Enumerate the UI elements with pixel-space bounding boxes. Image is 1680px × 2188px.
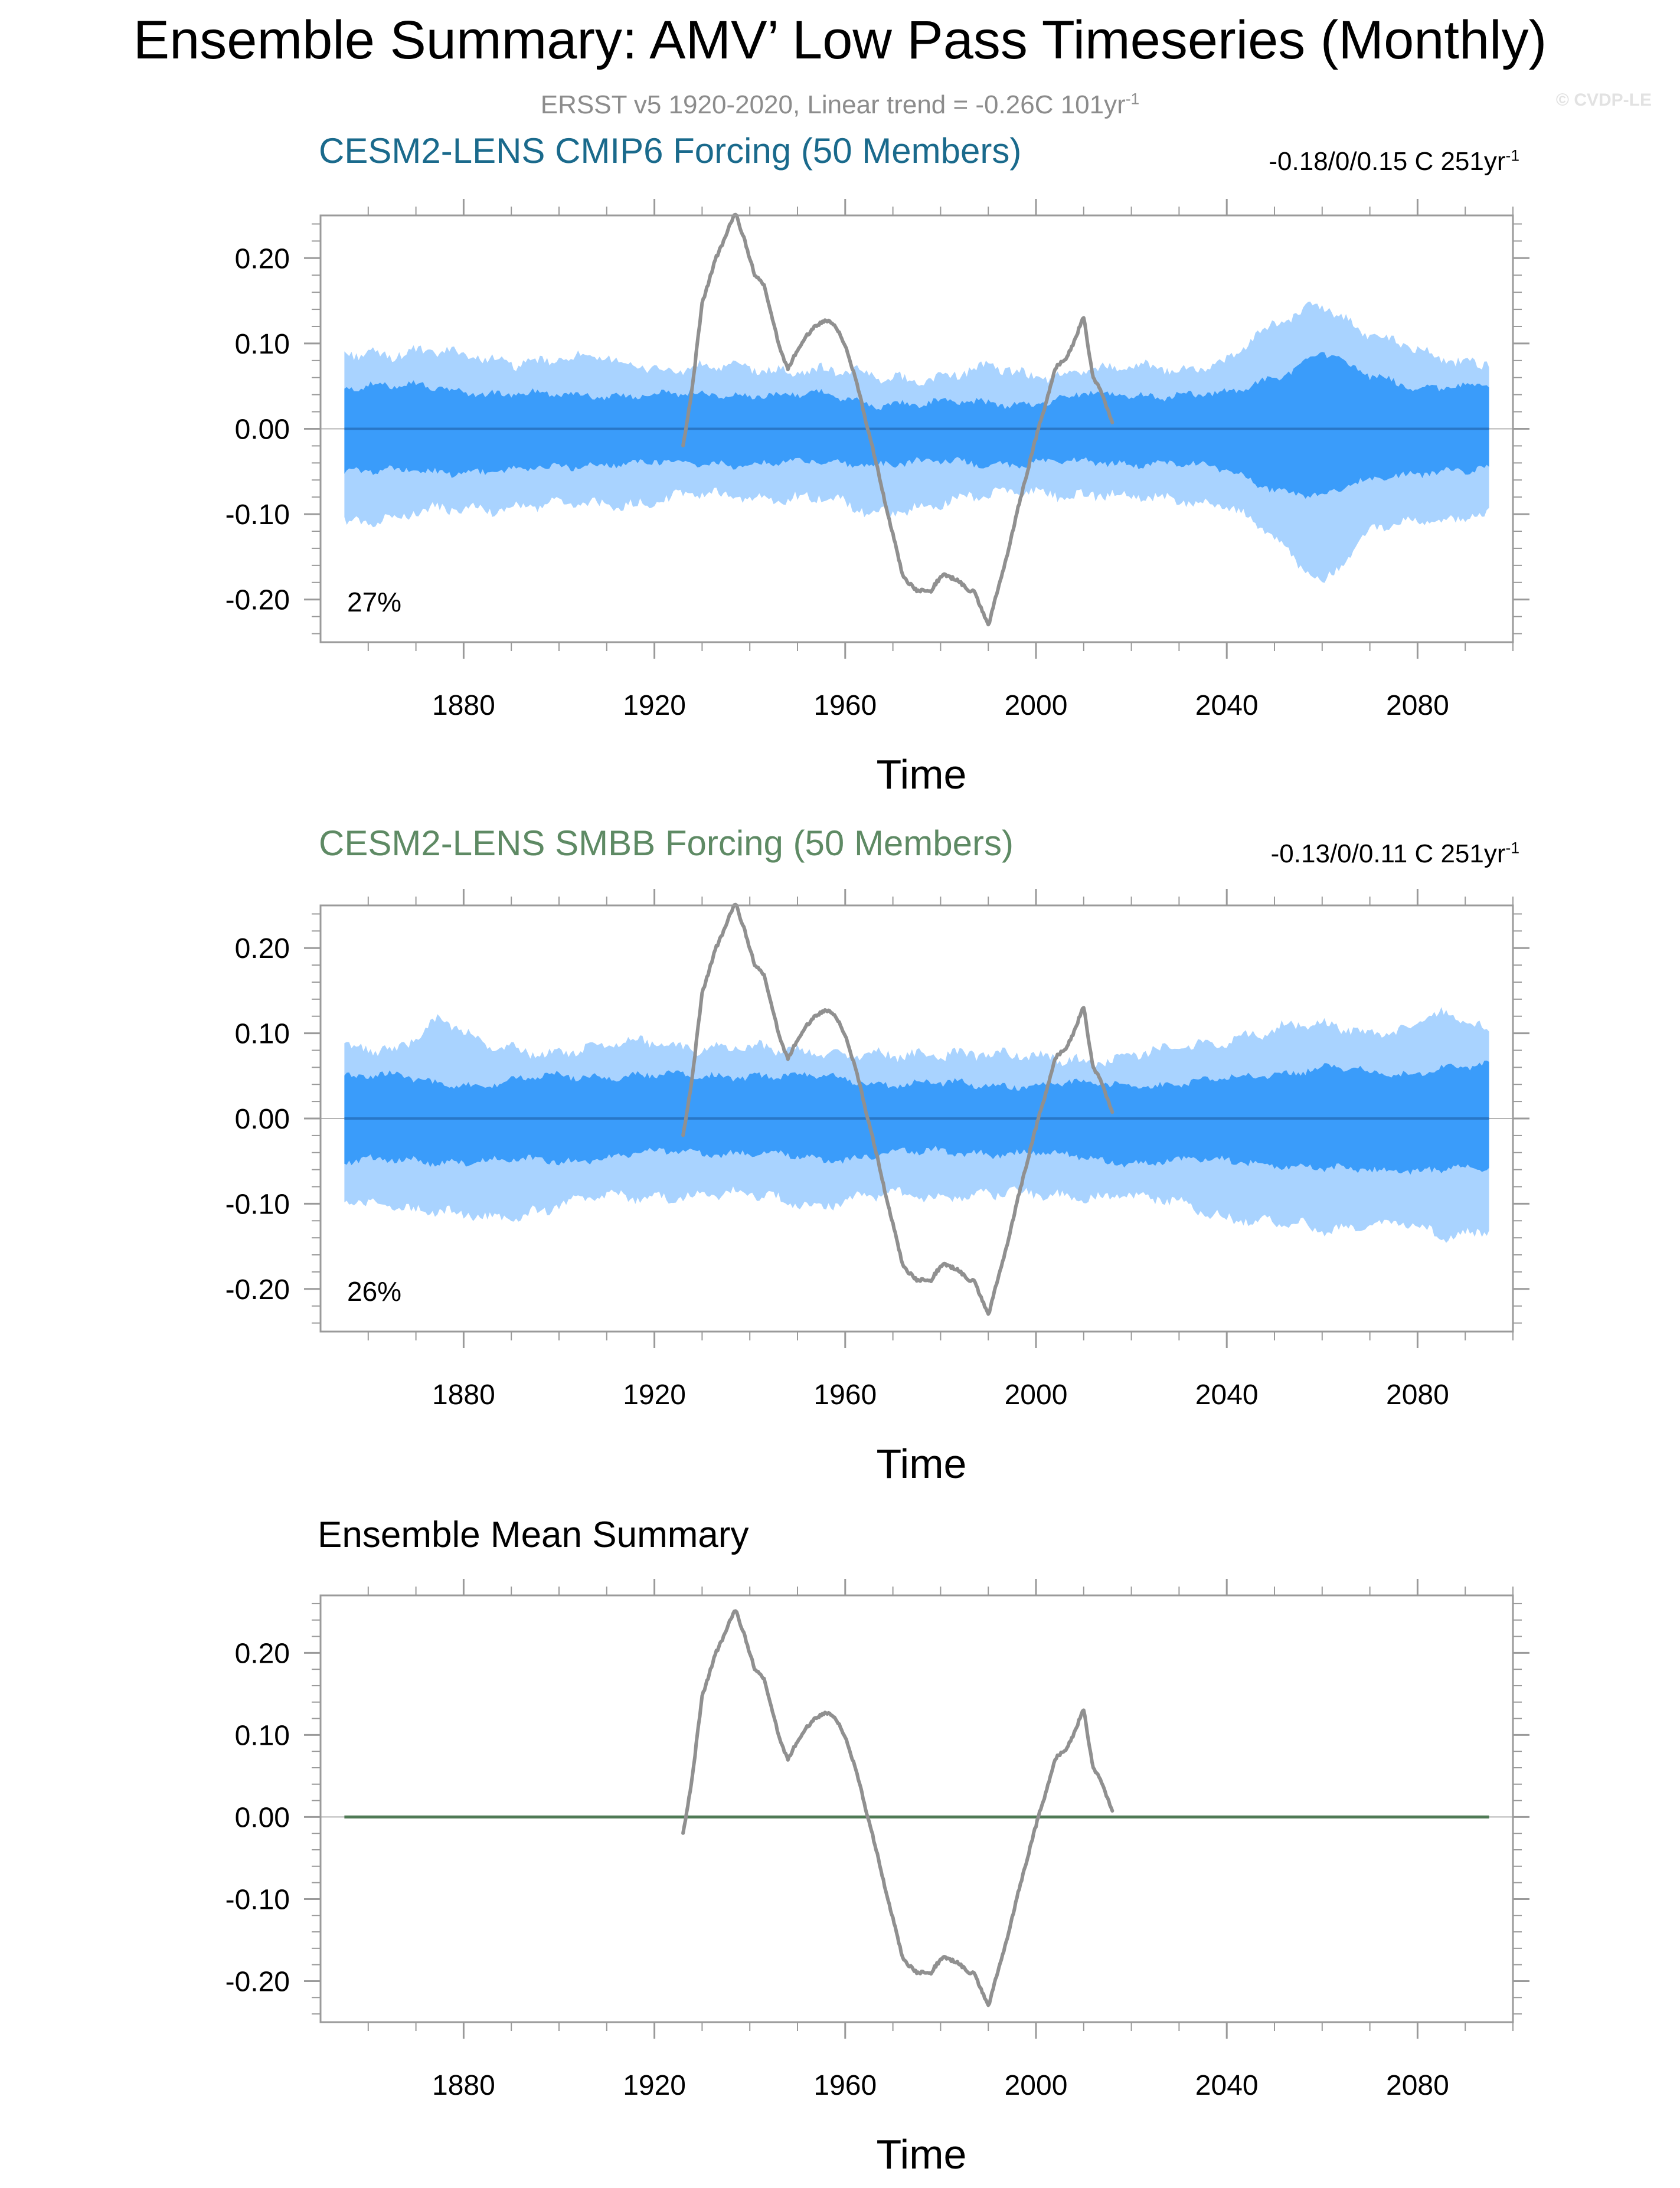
subtitle-text: ERSST v5 1920-2020, Linear trend = -0.26… (540, 90, 1126, 119)
stats-exponent: -1 (1505, 839, 1519, 857)
x-tick-label: 2000 (1005, 2070, 1068, 2101)
x-tick-label: 1920 (623, 1379, 686, 1411)
y-tick-label: -0.20 (225, 1274, 290, 1306)
y-tick-label: -0.20 (225, 1966, 290, 1997)
stats-text: -0.13/0/0.11 C 251yr (1270, 839, 1506, 868)
ensemble-spread-25-75-band (344, 352, 1489, 499)
panel-stats-cmip6: -0.18/0/0.15 C 251yr-1 (1269, 145, 1519, 178)
stats-exponent: -1 (1505, 146, 1519, 165)
percent-annotation: 27% (347, 587, 401, 617)
x-tick-label: 1880 (432, 690, 495, 721)
panel-title-mean: Ensemble Mean Summary (318, 1515, 749, 1555)
chart-panel-cmip6: 0.20 0.10 0.00 -0.10 -0.20 1880 1920 1960 2000 20… (225, 199, 1529, 797)
percent-annotation: 26% (347, 1276, 401, 1307)
observations-ersst-line (681, 212, 1114, 627)
chart-panel-smbb: 0.20 0.10 0.00 -0.10 -0.20 1880 1920 1960 2000 20… (225, 889, 1529, 1487)
x-tick-label: 1880 (432, 2070, 495, 2101)
subtitle-exponent: -1 (1125, 90, 1140, 108)
y-tick-label: 0.00 (235, 1104, 290, 1135)
stats-text: -0.18/0/0.15 C 251yr (1269, 147, 1506, 176)
plot-frame (319, 1594, 1514, 2023)
copyright-watermark: © CVDP-LE (1555, 90, 1652, 110)
y-tick-label: 0.20 (235, 1638, 290, 1669)
observations-ersst-line (681, 1609, 1114, 2007)
panel-title-smbb: CESM2-LENS SMBB Forcing (50 Members) (319, 823, 1014, 863)
panel-stats-smbb: -0.13/0/0.11 C 251yr-1 (1271, 838, 1519, 871)
x-tick-label: 1920 (623, 690, 686, 721)
y-tick-label: 0.10 (235, 1720, 290, 1751)
x-tick-label: 2040 (1195, 690, 1259, 721)
x-tick-label: 1880 (432, 1379, 495, 1411)
y-tick-label: 0.00 (235, 1802, 290, 1833)
chart-panel-mean: 0.20 0.10 0.00 -0.10 -0.20 1880 1920 1960 2000 20… (225, 1579, 1529, 2177)
x-tick-label: 2040 (1195, 2070, 1259, 2101)
y-tick-label: 0.20 (235, 243, 290, 274)
x-tick-label: 2080 (1386, 2070, 1449, 2101)
x-tick-label: 2040 (1195, 1379, 1259, 1411)
observations-ersst-line (681, 902, 1114, 1316)
x-tick-label: 2000 (1005, 690, 1068, 721)
x-tick-label: 1960 (813, 690, 877, 721)
x-tick-label: 1960 (813, 1379, 877, 1411)
y-tick-label: 0.10 (235, 329, 290, 360)
y-tick-label: -0.10 (225, 1884, 290, 1915)
page-title: Ensemble Summary: AMV’ Low Pass Timeseri… (133, 10, 1547, 70)
y-tick-label: 0.00 (235, 414, 290, 446)
x-tick-label: 2000 (1005, 1379, 1068, 1411)
observations-subtitle: ERSST v5 1920-2020, Linear trend = -0.26… (0, 89, 1680, 122)
y-tick-label: 0.10 (235, 1019, 290, 1050)
panel-title-cmip6: CESM2-LENS CMIP6 Forcing (50 Members) (319, 131, 1022, 171)
y-tick-label: -0.20 (225, 585, 290, 616)
x-tick-label: 2080 (1386, 1379, 1449, 1411)
x-axis-label: Time (877, 751, 967, 797)
x-tick-label: 2080 (1386, 690, 1449, 721)
x-axis-label: Time (877, 1441, 967, 1487)
y-tick-label: -0.10 (225, 1189, 290, 1220)
x-tick-label: 1960 (813, 2070, 877, 2101)
y-tick-label: -0.10 (225, 499, 290, 531)
x-tick-label: 1920 (623, 2070, 686, 2101)
x-axis-label: Time (877, 2131, 967, 2177)
y-tick-label: 0.20 (235, 933, 290, 964)
